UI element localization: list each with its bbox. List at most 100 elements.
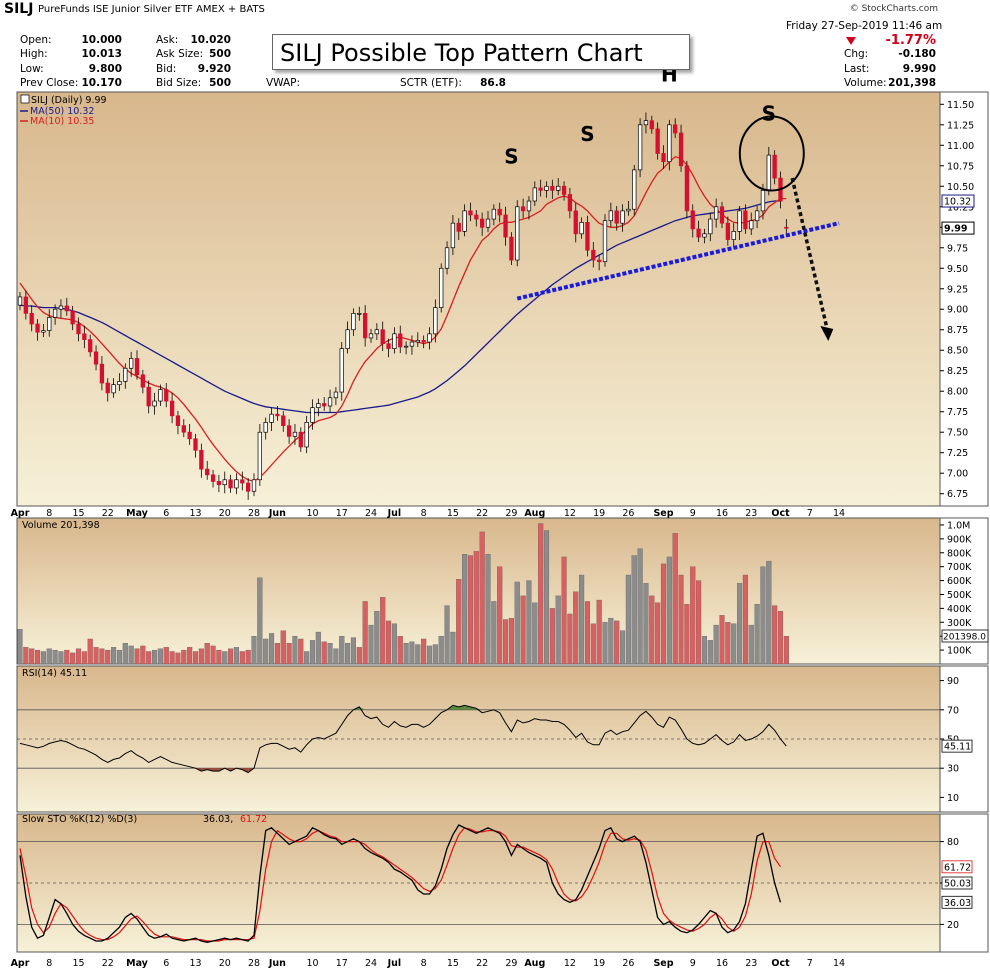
sto-d-line xyxy=(19,827,781,942)
candle-body xyxy=(286,425,292,437)
candle-body xyxy=(678,132,684,167)
candle xyxy=(117,373,122,391)
sto-last-label: 50.03 xyxy=(944,879,971,890)
volume-bar xyxy=(181,649,187,665)
candle-body xyxy=(363,312,368,339)
candle-body xyxy=(327,397,333,407)
volume-bar xyxy=(450,631,456,665)
volume-bar xyxy=(391,623,397,665)
candle xyxy=(468,202,473,222)
candle-body xyxy=(719,206,725,224)
volume-bar xyxy=(403,642,409,665)
price-x-tick-label: 17 xyxy=(336,508,348,519)
candle-body xyxy=(415,340,420,343)
volume-bar xyxy=(151,649,158,665)
candle-body xyxy=(749,220,754,230)
candle-body xyxy=(193,438,198,451)
candle-body xyxy=(380,329,385,345)
candle xyxy=(632,164,637,216)
candle-body xyxy=(544,185,549,191)
volume-bar xyxy=(40,651,46,665)
volume-bar xyxy=(584,601,590,665)
candle-body xyxy=(497,208,502,216)
volume-bar xyxy=(210,645,216,665)
volume-bar xyxy=(614,620,620,665)
price-y-tick-label: 6.75 xyxy=(947,489,968,500)
price-x-tick-label: 23 xyxy=(745,508,757,519)
sto-x-tick-label: 29 xyxy=(505,958,517,969)
quote-label-volume: Volume: xyxy=(844,77,887,89)
price-y-tick-label: 8.75 xyxy=(947,325,968,336)
price-last-label: 10.32 xyxy=(944,197,971,208)
candle-body xyxy=(35,323,40,333)
candle xyxy=(585,215,590,257)
candle xyxy=(58,299,64,318)
candle-body xyxy=(626,208,631,212)
sto-x-tick-label: 17 xyxy=(336,958,348,969)
price-y-tick-label: 7.25 xyxy=(947,448,968,459)
rsi-last-box xyxy=(941,739,973,753)
candle xyxy=(743,204,748,234)
price-x-tick-label: 8 xyxy=(46,508,52,519)
volume-bar xyxy=(169,651,175,665)
candle xyxy=(485,210,491,233)
volume-bar xyxy=(368,624,374,665)
volume-bar xyxy=(502,619,509,665)
sto-k-line xyxy=(19,824,782,943)
volume-bar xyxy=(327,642,333,665)
price-y-tick-label: 9.50 xyxy=(947,264,968,275)
candle xyxy=(567,187,573,219)
candle-body xyxy=(602,220,608,263)
candle xyxy=(386,338,391,358)
candle xyxy=(99,355,105,391)
candle-body xyxy=(205,468,210,476)
candle-body xyxy=(579,221,584,235)
candle xyxy=(281,410,286,432)
candle-body xyxy=(567,194,573,212)
candle xyxy=(550,179,555,199)
sto-x-tick-label: 20 xyxy=(219,958,231,969)
candle-body xyxy=(503,214,508,238)
candle xyxy=(690,204,695,238)
candle xyxy=(520,198,526,219)
candle xyxy=(596,255,602,271)
candle xyxy=(246,478,251,500)
price-x-tick-label: 9 xyxy=(690,508,696,519)
candle-body xyxy=(760,190,766,212)
candle xyxy=(409,335,415,355)
volume-bar xyxy=(684,604,690,665)
candle-body xyxy=(614,210,619,224)
candle-body xyxy=(240,479,245,484)
price-y-tick-label: 11.50 xyxy=(947,100,974,111)
volume-bar xyxy=(508,617,514,665)
quote-label-chg: Chg: xyxy=(844,48,869,60)
price-x-tick-label: Sep xyxy=(653,508,673,519)
candle-body xyxy=(140,374,146,388)
projection-arrowhead xyxy=(820,325,834,341)
candle xyxy=(602,214,608,267)
sto-last-label: 61.72 xyxy=(944,862,971,873)
price-x-tick-label: 15 xyxy=(72,508,84,519)
volume-bar xyxy=(380,597,386,665)
candle-body xyxy=(76,323,81,335)
volume-bar xyxy=(690,566,696,665)
candle-body xyxy=(333,391,339,399)
volume-bar xyxy=(192,651,199,665)
candle-body xyxy=(228,479,233,489)
candle xyxy=(52,304,58,325)
candle-body xyxy=(708,218,713,235)
quote-label-last: Last: xyxy=(844,63,870,75)
volume-bar xyxy=(555,595,561,665)
candle xyxy=(322,396,327,411)
candle-body xyxy=(485,218,491,228)
volume-y-tick-label: 900K xyxy=(947,534,972,545)
candle xyxy=(368,328,374,343)
price-y-tick-label: 11.00 xyxy=(947,141,974,152)
candle xyxy=(673,118,678,138)
candle-body xyxy=(427,333,432,343)
volume-bar xyxy=(432,644,438,665)
price-y-tick-label: 8.00 xyxy=(947,387,968,398)
volume-bar xyxy=(286,642,292,665)
candle-body xyxy=(222,479,227,486)
candle-body xyxy=(474,214,479,220)
